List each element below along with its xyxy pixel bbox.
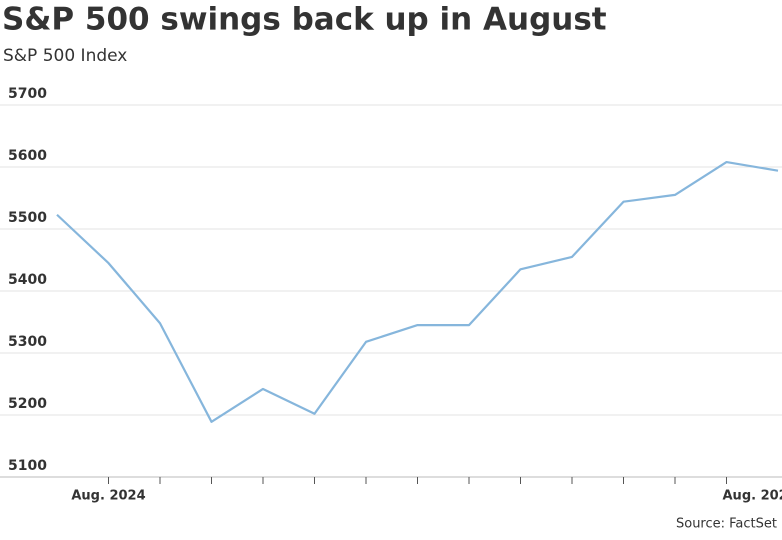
y-tick-label: 5500 [8, 210, 47, 226]
chart-subtitle: S&P 500 Index [3, 46, 127, 66]
y-tick-label: 5300 [8, 334, 47, 350]
source: Source: FactSet [676, 517, 777, 532]
y-tick-label: 5100 [8, 458, 47, 474]
x-tick-label: Aug. 2024 [71, 489, 145, 504]
y-tick-label: 5200 [8, 396, 47, 412]
y-tick-label: 5700 [8, 86, 47, 102]
line [56, 160, 779, 423]
chart-title: S&P 500 swings back up in August [2, 2, 607, 38]
y-tick-label: 5600 [8, 148, 47, 164]
x-tick-label: Aug. 2025 [723, 489, 782, 504]
y-tick-label: 5400 [8, 272, 47, 288]
